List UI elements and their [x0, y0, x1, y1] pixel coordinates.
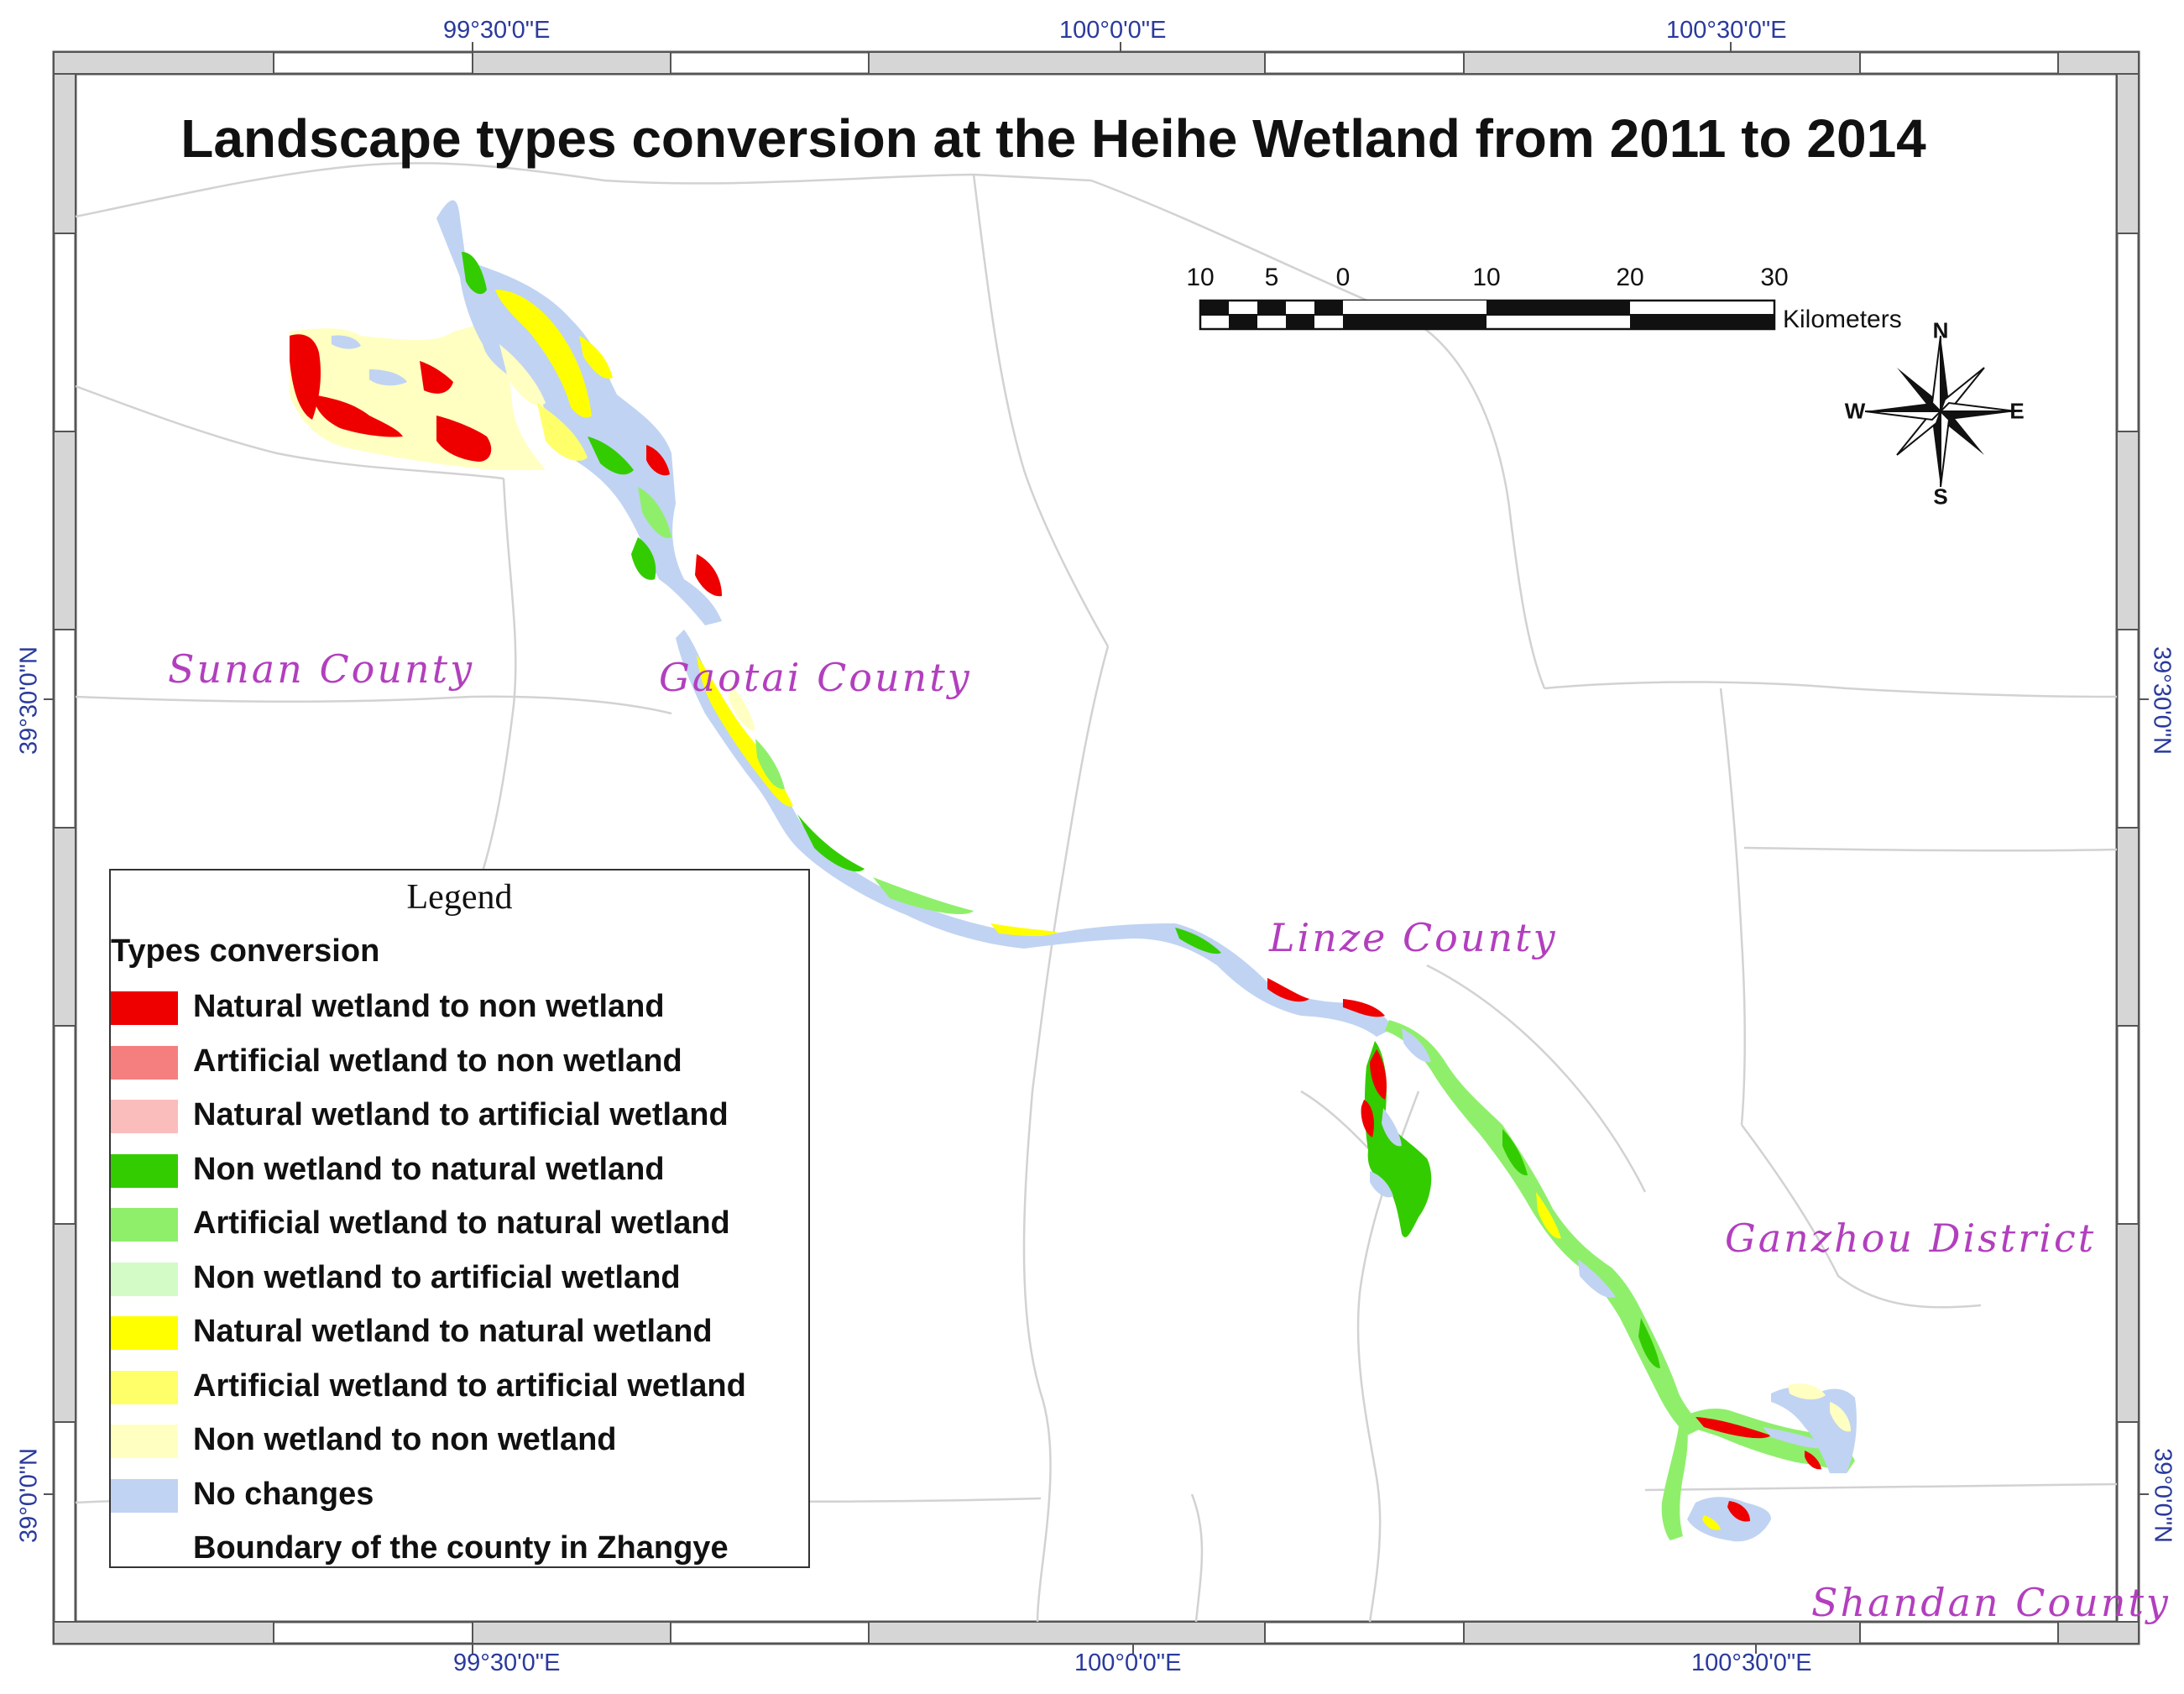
coord-top-3: 100°30'0"E [1666, 17, 1787, 44]
legend-subtitle: Types conversion [111, 933, 380, 969]
legend-label: No changes [193, 1476, 374, 1512]
scale-bar [1199, 299, 1776, 331]
legend-swatch [111, 1316, 178, 1350]
coord-bottom-1: 99°30'0"E [453, 1650, 561, 1676]
legend-swatch [111, 1153, 178, 1188]
legend-label: Non wetland to artificial wetland [193, 1259, 681, 1295]
legend-swatch [111, 1370, 178, 1404]
north-arrow-icon [1864, 335, 2017, 488]
scale-label: 5 [1264, 264, 1279, 291]
coord-left-1: 39°30'0"N [15, 646, 43, 756]
coord-top-2: 100°0'0"E [1059, 17, 1167, 44]
legend-label: Non wetland to non wetland [193, 1422, 617, 1457]
legend-swatch [111, 1533, 178, 1566]
legend-item: Natural wetland to artificial wetland [111, 1095, 808, 1138]
legend-item: Non wetland to natural wetland [111, 1149, 808, 1193]
coord-left-2: 39°0'0"N [15, 1448, 43, 1543]
legend-item: Boundary of the county in Zhangye [111, 1528, 808, 1571]
coord-right-1: 39°30'0"N [2148, 646, 2176, 755]
coord-bottom-3: 100°30'0"E [1691, 1650, 1812, 1676]
legend-label: Artificial wetland to artificial wetland [193, 1367, 746, 1404]
wetland-patches [290, 200, 1857, 1542]
scale-unit: Kilometers [1783, 306, 1902, 333]
legend: Legend Types conversion Natural wetland … [109, 869, 810, 1568]
coord-right-2: 39°0'0"N [2149, 1448, 2176, 1543]
place-label-gaotai: Gaotai County [659, 655, 972, 700]
legend-swatch [111, 991, 178, 1025]
coord-bottom-2: 100°0'0"E [1074, 1650, 1182, 1676]
legend-item: Non wetland to artificial wetland [111, 1257, 808, 1301]
compass-w: W [1844, 398, 1866, 424]
legend-label: Artificial wetland to non wetland [193, 1043, 682, 1079]
place-label-linze: Linze County [1269, 915, 1558, 960]
map-frame [44, 42, 2149, 1654]
legend-item: Non wetland to non wetland [111, 1420, 808, 1463]
coord-top-1: 99°30'0"E [443, 17, 551, 44]
compass-n: N [1932, 317, 1949, 343]
legend-swatch [111, 1045, 178, 1080]
legend-label: Non wetland to natural wetland [193, 1151, 665, 1187]
legend-swatch [111, 1100, 178, 1133]
legend-title: Legend [406, 878, 513, 917]
scale-label: 10 [1472, 264, 1501, 291]
legend-label: Natural wetland to natural wetland [193, 1314, 713, 1349]
legend-item: Natural wetland to non wetland [111, 986, 808, 1030]
legend-label: Natural wetland to artificial wetland [193, 1097, 729, 1132]
compass-s: S [1933, 484, 1948, 510]
place-label-shandan: Shandan County [1811, 1580, 2171, 1625]
place-label-sunan: Sunan County [168, 646, 475, 692]
legend-swatch [111, 1262, 178, 1296]
legend-item: Artificial wetland to artificial wetland [111, 1366, 808, 1409]
legend-swatch [111, 1208, 178, 1242]
legend-label: Natural wetland to non wetland [193, 989, 665, 1024]
legend-swatch [111, 1425, 178, 1458]
legend-swatch [111, 1478, 178, 1513]
scale-label: 10 [1186, 264, 1215, 291]
legend-item: Artificial wetland to non wetland [111, 1041, 808, 1085]
scale-label: 0 [1335, 264, 1351, 291]
compass-e: E [2009, 398, 2025, 424]
scale-label: 20 [1616, 264, 1644, 291]
place-label-ganzhou: Ganzhou District [1725, 1216, 2097, 1261]
legend-item: No changes [111, 1474, 808, 1518]
legend-label: Boundary of the county in Zhangye [193, 1530, 729, 1566]
legend-label: Artificial wetland to natural wetland [193, 1205, 730, 1241]
legend-item: Natural wetland to natural wetland [111, 1311, 808, 1355]
map-title: Landscape types conversion at the Heihe … [180, 108, 1926, 169]
legend-item: Artificial wetland to natural wetland [111, 1203, 808, 1247]
scale-label: 30 [1760, 264, 1789, 291]
